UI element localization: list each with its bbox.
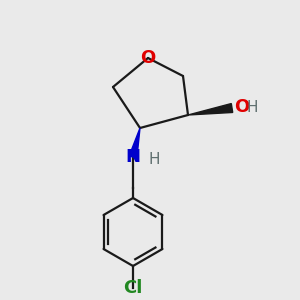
Polygon shape	[129, 128, 140, 158]
Text: O: O	[234, 98, 249, 116]
Text: N: N	[125, 148, 140, 166]
Polygon shape	[188, 103, 233, 115]
Text: H: H	[247, 100, 259, 115]
Text: Cl: Cl	[123, 279, 143, 297]
Text: H: H	[149, 152, 160, 167]
Text: O: O	[140, 49, 156, 67]
